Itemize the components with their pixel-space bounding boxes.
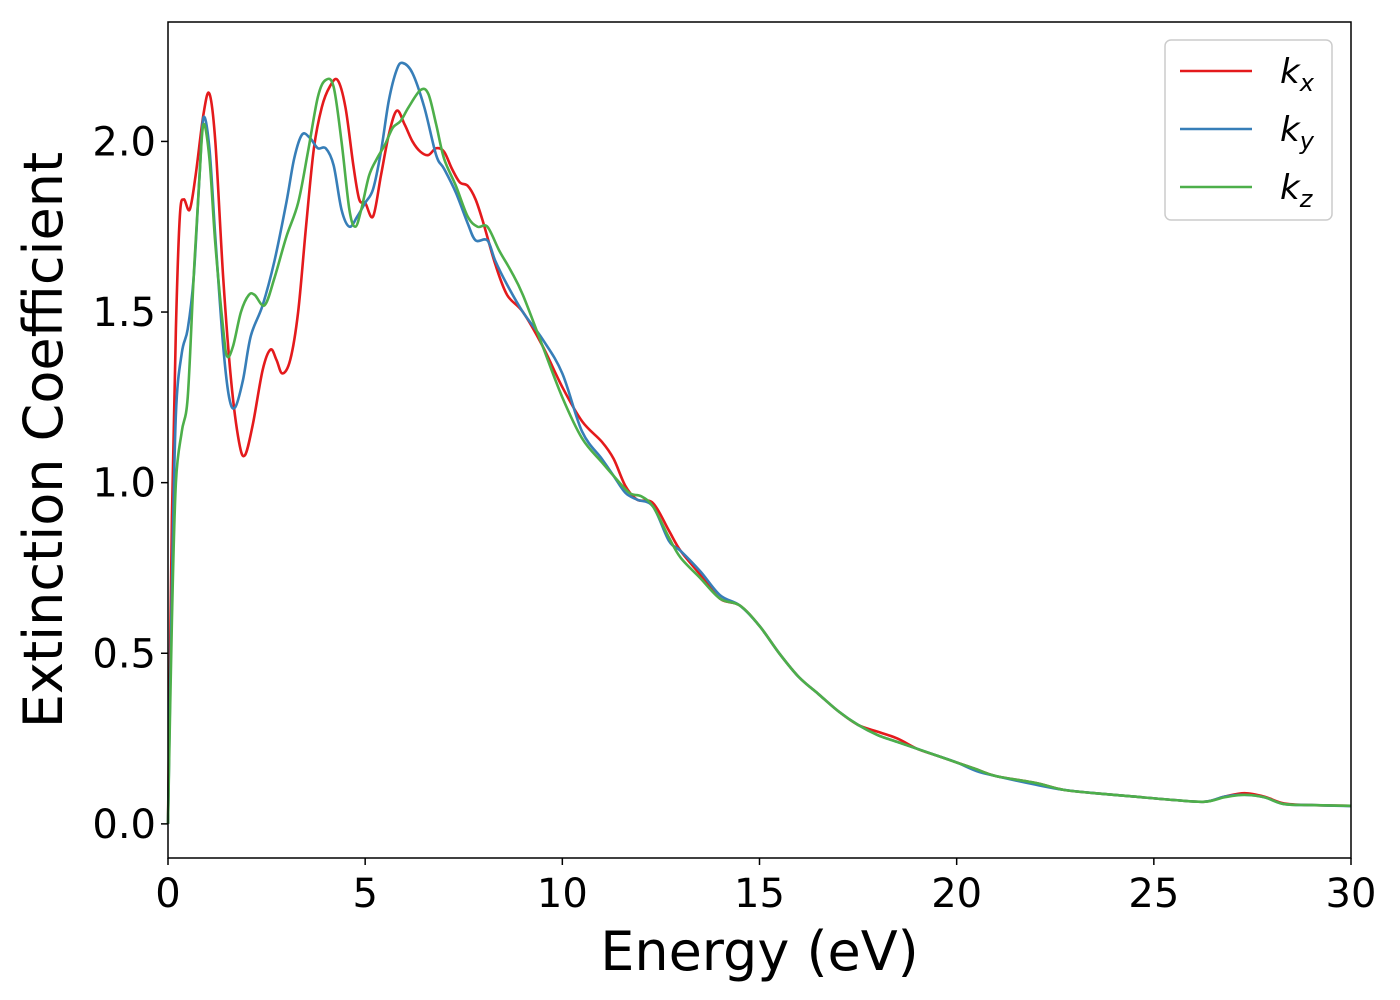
y-tick-label: 0.5: [92, 631, 156, 677]
x-tick-label: 30: [1326, 871, 1377, 917]
x-axis-ticks: 0 5 10 15 20 25 30: [155, 858, 1376, 917]
series-layer: [166, 61, 1352, 824]
x-tick-label: 5: [352, 871, 377, 917]
x-tick-label: 15: [734, 871, 785, 917]
x-tick-label: 20: [931, 871, 982, 917]
y-tick-label: 0.0: [92, 802, 156, 848]
x-axis-label: Energy (eV): [600, 920, 919, 983]
y-tick-label: 1.5: [92, 290, 156, 336]
legend-label-ky: ky: [1280, 110, 1315, 155]
series-line-kz: [166, 77, 1352, 824]
y-tick-label: 2.0: [92, 119, 156, 165]
y-axis-label: Extinction Coefficient: [12, 152, 75, 728]
y-axis-ticks: 0.0 0.5 1.0 1.5 2.0: [92, 119, 168, 848]
legend-label-kx: kx: [1280, 52, 1315, 97]
x-tick-label: 0: [155, 871, 180, 917]
y-tick-label: 1.0: [92, 461, 156, 507]
x-tick-label: 25: [1128, 871, 1179, 917]
x-tick-label: 10: [537, 871, 588, 917]
